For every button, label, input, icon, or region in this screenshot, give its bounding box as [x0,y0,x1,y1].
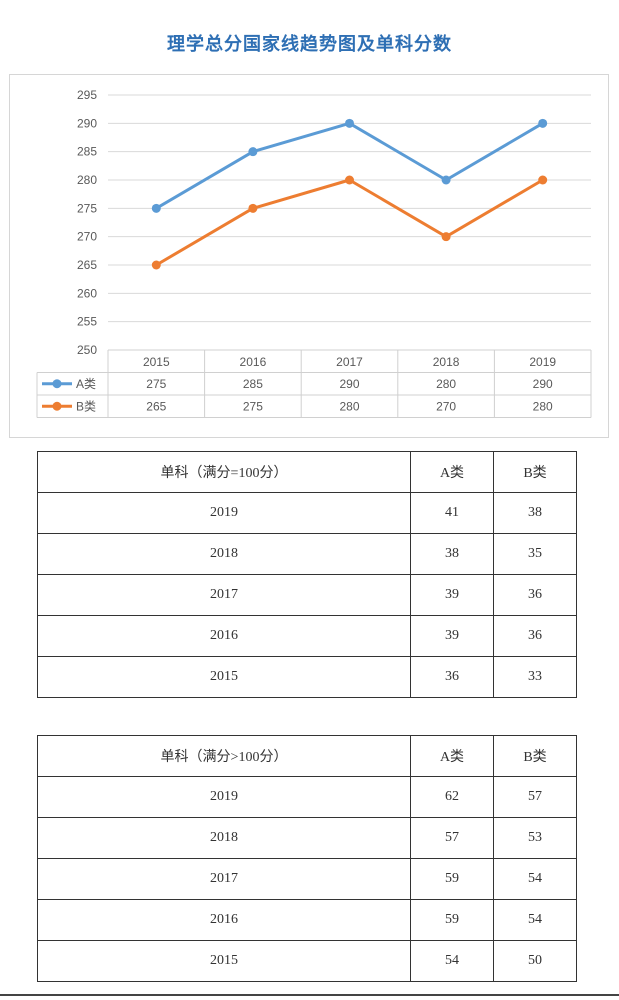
cell-year: 2018 [37,817,411,859]
data-label: 265 [146,399,166,413]
y-tick-label: 290 [77,116,97,130]
cell-b: 53 [493,817,577,859]
table-row: 2017 39 36 [37,574,577,616]
table-row: 2018 38 35 [37,533,577,575]
data-point [151,203,161,213]
table-header-row: 单科（满分=100分） A类 B类 [37,451,577,493]
cell-b: 57 [493,776,577,818]
cell-a: 36 [410,656,494,698]
data-label: 290 [339,377,359,391]
y-tick-label: 295 [77,88,97,102]
x-tick-label: 2019 [529,355,556,369]
series-line [155,178,544,267]
y-tick-label: 255 [77,315,97,329]
data-point [151,260,161,270]
legend-key-marker [52,379,62,389]
y-tick-label: 280 [77,173,97,187]
cell-b: 54 [493,899,577,941]
line-chart: 250 255 260 265 270 275 280 285 290 295 2015 2016 20… [36,88,592,418]
data-point [441,232,451,242]
cell-a: 57 [410,817,494,859]
data-label: 270 [436,399,456,413]
table-row: 2017 59 54 [37,858,577,900]
data-point [345,118,354,128]
x-tick-label: 2015 [143,355,170,369]
data-point [248,203,258,213]
cell-year: 2015 [37,940,411,982]
table-row: 2015 54 50 [37,940,577,982]
bottom-divider [0,994,619,996]
table-header-row: 单科（满分>100分） A类 B类 [37,735,577,777]
data-point [441,175,451,185]
cell-b: 35 [493,533,577,575]
data-label: 280 [436,377,456,391]
cell-b: 54 [493,858,577,900]
y-tick-label: 275 [77,201,97,215]
cell-year: 2016 [37,899,411,941]
data-point [248,147,258,157]
cell-a: 59 [410,858,494,900]
x-tick-label: 2017 [336,355,363,369]
cell-b: 36 [493,574,577,616]
cell-b: 38 [493,492,577,534]
x-tick-label: 2018 [433,355,460,369]
table-row: 2019 41 38 [37,492,577,534]
cell-a: 59 [410,899,494,941]
cell-year: 2019 [37,776,411,818]
cell-a: 39 [410,615,494,657]
cell-year: 2015 [37,656,411,698]
y-tick-label: 285 [77,145,97,159]
data-label: 280 [533,399,553,413]
data-label: 275 [243,399,263,413]
y-tick-label: 260 [77,286,97,300]
data-label: 275 [146,377,166,391]
legend-key-marker [52,401,62,411]
data-point [538,175,548,185]
x-tick-label: 2016 [240,355,267,369]
table-row: 2016 39 36 [37,615,577,657]
cell-a: 39 [410,574,494,616]
y-tick-label: 250 [77,343,97,357]
legend-label: A类 [76,377,96,391]
header-subject: 单科（满分=100分） [37,451,411,493]
data-label: 285 [243,377,263,391]
cell-a: 41 [410,492,494,534]
data-point [538,118,548,128]
table-row: 2016 59 54 [37,899,577,941]
y-tick-label: 265 [77,258,97,272]
data-label: 290 [533,377,553,391]
cell-b: 50 [493,940,577,982]
cell-year: 2016 [37,615,411,657]
series-line [155,121,544,210]
header-subject: 单科（满分>100分） [37,735,411,777]
single-subject-table-100: 单科（满分=100分） A类 B类 2019 41 38 2018 38 35 … [37,451,577,698]
legend-label: B类 [76,399,96,413]
header-b: B类 [493,735,577,777]
header-a: A类 [410,735,494,777]
header-a: A类 [410,451,494,493]
cell-year: 2017 [37,858,411,900]
table-row: 2019 62 57 [37,776,577,818]
cell-b: 36 [493,615,577,657]
data-point [345,175,354,185]
single-subject-table-over-100: 单科（满分>100分） A类 B类 2019 62 57 2018 57 53 … [37,735,577,982]
cell-year: 2019 [37,492,411,534]
line-chart-panel: 250 255 260 265 270 275 280 285 290 295 2015 2016 20… [9,74,609,438]
table-row: 2015 36 33 [37,656,577,698]
cell-a: 62 [410,776,494,818]
data-label: 280 [339,399,359,413]
header-b: B类 [493,451,577,493]
cell-a: 38 [410,533,494,575]
cell-b: 33 [493,656,577,698]
table-row: 2018 57 53 [37,817,577,859]
y-tick-label: 270 [77,230,97,244]
cell-year: 2018 [37,533,411,575]
cell-year: 2017 [37,574,411,616]
page-title: 理学总分国家线趋势图及单科分数 [167,34,452,55]
cell-a: 54 [410,940,494,982]
